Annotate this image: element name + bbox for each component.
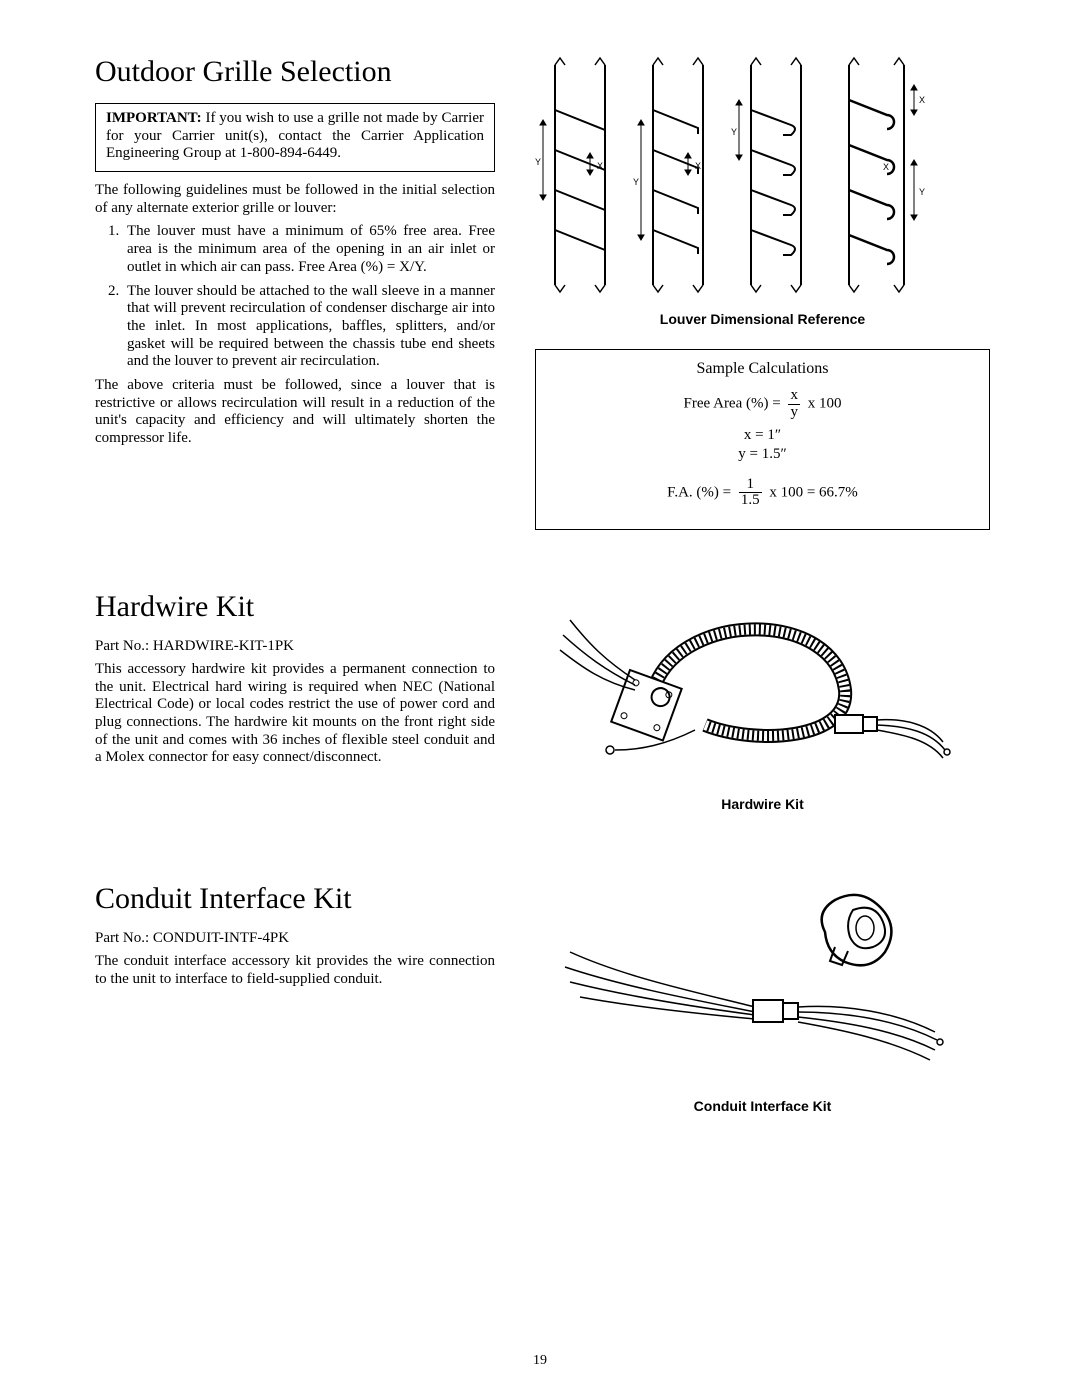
calc-formula-label: Free Area (%) = [684, 396, 781, 412]
svg-text:Y: Y [919, 187, 925, 197]
calc-fa-result: x 100 = 66.7% [769, 484, 857, 500]
section2-caption: Hardwire Kit [535, 796, 990, 812]
section1-list: The louver must have a minimum of 65% fr… [95, 223, 495, 371]
section1-title: Outdoor Grille Selection [95, 55, 495, 89]
section3-title: Conduit Interface Kit [95, 882, 495, 916]
svg-text:Y: Y [731, 127, 737, 137]
calc-fa-num: 1 [739, 477, 762, 494]
important-box: IMPORTANT: If you wish to use a grille n… [95, 103, 495, 172]
section1-outro: The above criteria must be followed, sin… [95, 377, 495, 448]
section1-item1: The louver must have a minimum of 65% fr… [123, 223, 495, 276]
section3-body: The conduit interface accessory kit prov… [95, 953, 495, 988]
calc-box: Sample Calculations Free Area (%) = x y … [535, 349, 990, 530]
section2-body: This accessory hardwire kit provides a p… [95, 661, 495, 767]
section1-intro: The following guidelines must be followe… [95, 182, 495, 217]
svg-text:Y: Y [633, 177, 639, 187]
section2-partno: Part No.: HARDWIRE-KIT-1PK [95, 638, 495, 655]
section3-caption: Conduit Interface Kit [535, 1098, 990, 1114]
calc-fa-label: F.A. (%) = [667, 484, 731, 500]
calc-x: x = 1″ [548, 427, 977, 444]
calc-formula-mult: x 100 [808, 396, 842, 412]
louver-caption: Louver Dimensional Reference [535, 311, 990, 327]
conduit-diagram [535, 882, 955, 1092]
calc-formula: Free Area (%) = x y x 100 [548, 388, 977, 421]
svg-text:X: X [919, 95, 925, 105]
section2-title: Hardwire Kit [95, 590, 495, 624]
svg-text:Y: Y [535, 157, 541, 167]
section1-item2: The louver should be attached to the wal… [123, 283, 495, 371]
louver-diagram: Y X [525, 55, 925, 305]
svg-text:X: X [695, 161, 701, 171]
section3-partno: Part No.: CONDUIT-INTF-4PK [95, 930, 495, 947]
calc-formula-den: y [788, 405, 800, 421]
hardwire-diagram [535, 590, 955, 790]
calc-fa: F.A. (%) = 1 1.5 x 100 = 66.7% [548, 477, 977, 510]
calc-fa-den: 1.5 [739, 493, 762, 509]
important-label: IMPORTANT: [106, 110, 202, 126]
page-number: 19 [0, 1353, 1080, 1369]
svg-text:X: X [597, 161, 603, 171]
calc-title: Sample Calculations [548, 360, 977, 378]
calc-formula-num: x [788, 388, 800, 405]
calc-y: y = 1.5″ [548, 446, 977, 463]
svg-text:X: X [883, 162, 889, 172]
